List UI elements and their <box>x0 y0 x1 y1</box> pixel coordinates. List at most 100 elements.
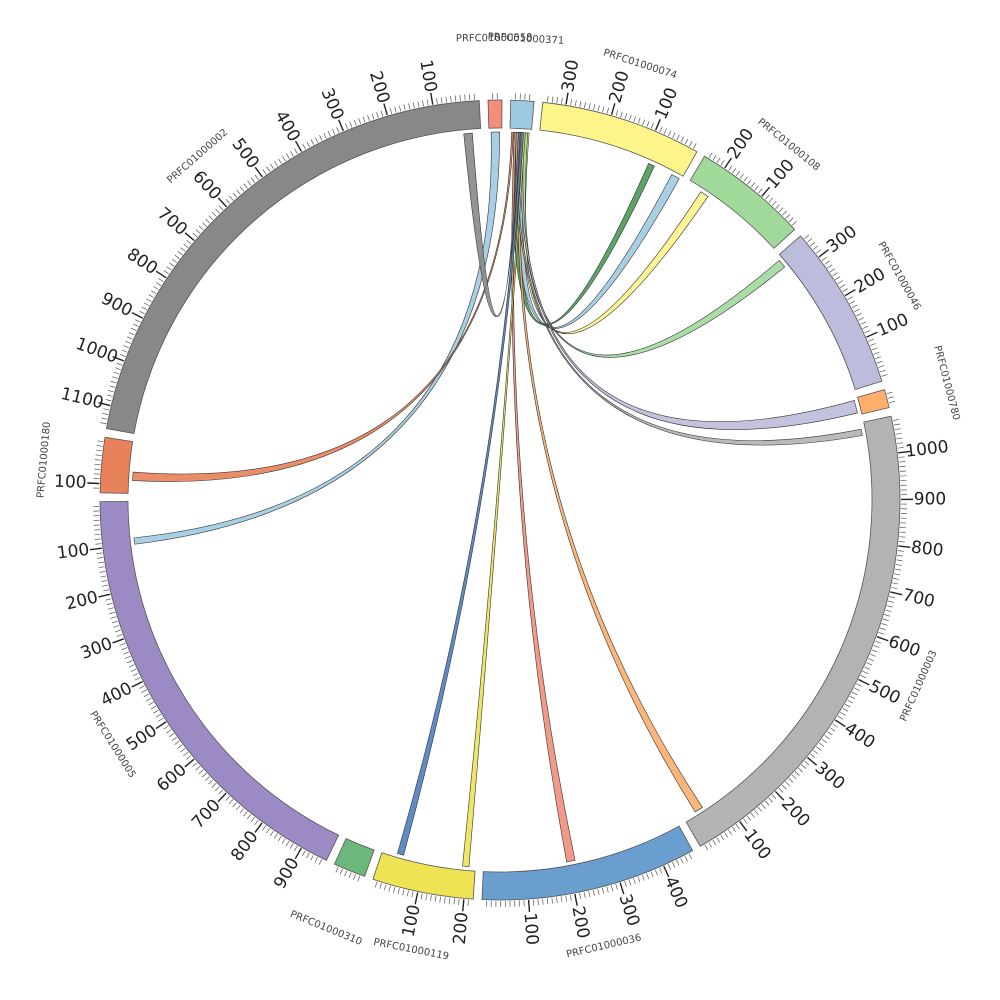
minor-tick <box>134 319 141 323</box>
minor-tick <box>318 859 323 865</box>
minor-tick <box>629 114 632 121</box>
minor-tick <box>139 685 145 689</box>
minor-tick <box>837 715 844 720</box>
minor-tick <box>804 234 810 240</box>
tick-label: 500 <box>865 676 903 708</box>
minor-tick <box>592 889 595 896</box>
minor-tick <box>860 321 867 325</box>
minor-tick <box>111 620 118 624</box>
tick-label: 100 <box>54 472 87 493</box>
minor-tick <box>747 179 752 185</box>
minor-tick <box>148 701 154 706</box>
minor-tick <box>153 709 159 714</box>
minor-tick <box>659 867 663 874</box>
major-tick <box>818 249 829 258</box>
minor-tick <box>254 174 259 180</box>
minor-tick <box>688 141 693 147</box>
major-tick <box>654 119 661 131</box>
minor-tick <box>290 150 294 157</box>
tick-label: 100 <box>651 85 682 123</box>
minor-tick <box>439 896 441 903</box>
minor-tick <box>100 422 107 425</box>
minor-tick <box>876 360 883 364</box>
minor-tick <box>371 113 375 120</box>
minor-tick <box>116 634 123 637</box>
minor-tick <box>98 566 105 569</box>
minor-tick <box>335 866 339 873</box>
minor-tick <box>310 854 314 861</box>
tick-label: 200 <box>365 69 393 106</box>
minor-tick <box>832 272 838 277</box>
tick-label: 800 <box>123 244 161 279</box>
minor-tick <box>266 166 271 172</box>
minor-tick <box>781 784 787 790</box>
major-tick <box>131 680 143 688</box>
tick-label: 400 <box>270 107 303 145</box>
minor-tick <box>218 205 224 211</box>
link-prfc01000371-prfc01000180 <box>132 131 514 482</box>
minor-tick <box>294 148 298 155</box>
minor-tick <box>289 843 294 849</box>
minor-tick <box>597 105 600 112</box>
major-tick <box>774 790 785 801</box>
minor-tick <box>406 890 409 897</box>
minor-tick <box>637 117 641 124</box>
minor-tick <box>735 170 741 177</box>
minor-tick <box>854 308 860 313</box>
major-tick <box>565 92 569 105</box>
major-tick <box>155 721 167 730</box>
minor-tick <box>109 385 116 388</box>
minor-tick <box>186 755 192 760</box>
minor-tick <box>633 116 637 123</box>
minor-tick <box>810 753 816 758</box>
minor-tick <box>362 116 366 123</box>
minor-tick <box>735 824 740 830</box>
minor-tick <box>444 897 446 904</box>
minor-tick <box>114 367 121 371</box>
minor-tick <box>879 627 886 631</box>
tick-label: 300 <box>78 634 115 664</box>
minor-tick <box>606 886 609 893</box>
minor-tick <box>412 102 415 109</box>
minor-tick <box>791 220 797 226</box>
minor-tick <box>110 380 117 384</box>
link-prfc01000371-prfc01000780 <box>520 132 858 430</box>
minor-tick <box>772 200 777 206</box>
tick-label: 300 <box>558 58 583 93</box>
minor-tick <box>824 260 830 265</box>
segment-prfc01000371 <box>509 99 535 130</box>
minor-tick <box>95 454 102 456</box>
minor-tick <box>454 95 457 102</box>
minor-tick <box>894 573 901 576</box>
minor-tick <box>840 711 846 716</box>
tick-label: 1000 <box>73 334 121 368</box>
minor-tick <box>141 689 147 694</box>
minor-tick <box>345 123 348 130</box>
minor-tick <box>180 748 186 753</box>
minor-tick <box>896 437 903 440</box>
minor-tick <box>761 803 766 809</box>
minor-tick <box>646 121 650 127</box>
minor-tick <box>239 808 244 814</box>
major-tick <box>217 197 227 208</box>
minor-tick <box>101 580 108 583</box>
minor-tick <box>408 103 411 110</box>
tick-label: 600 <box>886 632 923 662</box>
minor-tick <box>336 127 340 133</box>
minor-tick <box>270 163 275 170</box>
minor-tick <box>754 809 759 815</box>
minor-tick <box>286 153 290 159</box>
minor-tick <box>302 850 306 856</box>
minor-tick <box>606 107 609 114</box>
tick-label: 800 <box>227 827 262 865</box>
minor-tick <box>232 802 237 808</box>
minor-tick <box>897 554 904 557</box>
minor-tick <box>174 740 180 745</box>
minor-tick <box>881 374 888 377</box>
minor-tick <box>542 898 544 905</box>
minor-tick <box>128 664 135 668</box>
minor-tick <box>250 816 255 823</box>
minor-tick <box>282 155 286 162</box>
minor-tick <box>610 885 614 892</box>
